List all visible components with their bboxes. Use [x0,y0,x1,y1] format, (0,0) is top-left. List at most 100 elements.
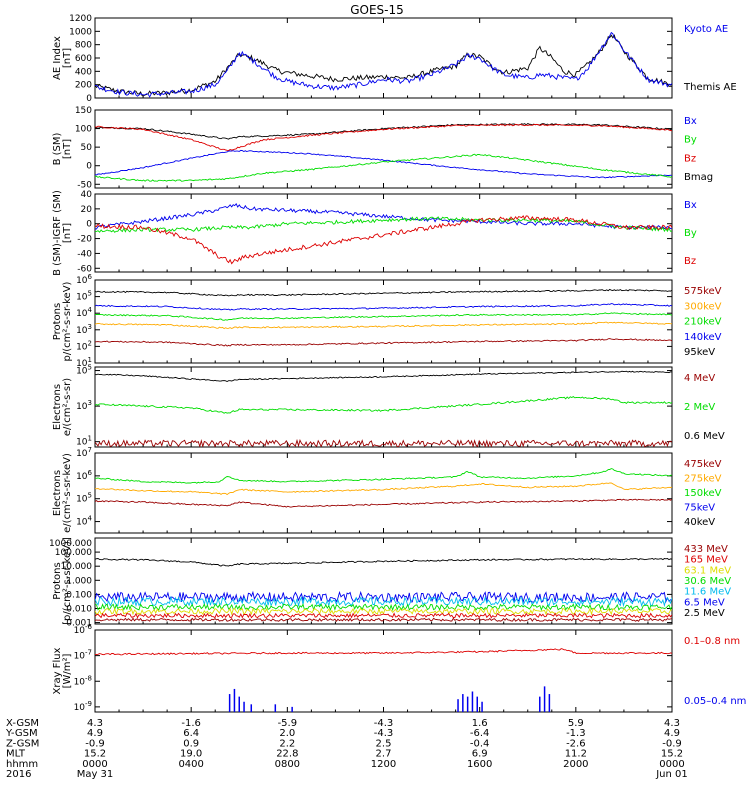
panel-7: 100.000 10.000 1.000 0.100 0.010 0.001 1000.00… [49,537,731,629]
y-tick-label: 1200 [69,14,92,24]
panel-1: 1200 1000 800 600 400 200 0 AE Index [nT] Kyoto A… [52,14,737,104]
y-tick-label: 105 [76,290,92,303]
legend-entry: 0.05–0.4 nm [684,696,746,707]
y-tick-label: 107 [76,446,92,459]
x-column-value: -4.3 [374,728,394,739]
x-row-label: Z-GSM [6,738,39,749]
x-column-value: 4.3 [87,718,103,729]
panel-frame [94,452,673,534]
x-column-value: 0400 [178,759,203,770]
x-column-value: -0.9 [85,738,105,749]
series-line-3 [95,498,672,508]
y-axis-label: [nT] [62,139,73,159]
legend-entry: Bx [684,200,697,211]
legend-entry: 40keV [684,517,715,528]
legend-entry: 150keV [684,488,722,499]
y-tick-label: 105 [76,492,92,505]
series-line-4 [95,153,672,182]
series-group [95,31,672,98]
y-tick-label: 102 [76,339,92,352]
x-column-value: 1200 [371,759,396,770]
y-tick-label: 105 [76,364,92,377]
y-axis-label: Protons [52,562,63,599]
panel-3: 40 20 0 -20 -40 -60 B (SM)-IGRF (SM) [nT] Bx By Bz [52,190,697,276]
series-line-1 [95,468,672,484]
y-axis-label: [W/m²] [62,653,73,688]
legend-entry: 6.5 MeV [684,597,725,608]
y-tick-label: -50 [77,180,92,190]
y-tick-label: 10-9 [74,700,92,713]
y-tick-label: 200 [75,81,92,91]
x-column-value: 4.9 [87,728,103,739]
x-column-value: 0.9 [183,738,199,749]
legend-entry: Bz [684,256,696,267]
series-line-1 [95,202,672,230]
y-tick-label: -40 [77,249,92,259]
legend-entry: 11.6 MeV [684,587,731,598]
series-line-1 [95,648,672,656]
y-tick-label: 100.000 [55,548,92,558]
legend-entry: By [684,228,697,239]
y-axis-label: Xray Flux [52,647,63,694]
y-axis-label: B (SM)-IGRF (SM) [52,190,63,276]
legend-entry: 433 MeV [684,544,728,555]
y-axis-label: [nT] [62,223,73,243]
y-tick-label: 0.100 [66,590,92,600]
series-group [95,370,672,447]
x-column-value: 0800 [275,759,300,770]
panel-5: 105 103 101 Electrons e/(cm²-s-sr) 4 MeV 2 MeV… [52,364,725,448]
panel-4: 106 105 104 103 102 101 Protons p/(cm²-s-sr-keV… [52,273,722,369]
y-tick-label: 10-6 [74,623,93,636]
x-column-value: 0000 [659,759,684,770]
series-group [95,122,672,182]
y-axis-label: Electrons [52,470,63,516]
y-tick-label: 0 [86,162,92,172]
series-line-2 [95,590,672,604]
series-line-3 [95,595,672,608]
y-tick-label: 0 [86,220,92,230]
legend-entry: 575keV [684,286,722,297]
legend-entry: 95keV [684,347,715,358]
panel-6: 107 106 105 104 Electrons e/(cm²-s-sr-keV) 475… [52,446,722,534]
legend-entry: 4 MeV [684,373,715,384]
series-line-1 [95,370,672,383]
y-tick-label: 50 [81,143,93,153]
legend-entry: 0.1–0.8 nm [684,636,740,647]
x-column-value: 2000 [563,759,588,770]
legend-entry: 475keV [684,459,722,470]
y-tick-label: 40 [81,190,93,200]
series-line-1 [95,557,672,567]
series-line-2 [95,396,672,414]
x-column-value: 19.0 [180,749,202,760]
series-line-2 [95,31,672,98]
x-column-value: 2.5 [376,738,392,749]
x-column-value: 4.3 [664,718,680,729]
series-line-1 [95,288,672,297]
legend-entry: Kyoto AE [684,24,728,35]
x-row-label: X-GSM [6,718,39,729]
series-line-2 [95,123,672,152]
y-axis-label: e/(cm²-s-sr-keV) [62,453,73,533]
y-tick-label: 1.000 [66,576,92,586]
y-axis-label: p/(cm²-s-sr-keV) [62,281,73,361]
y-tick-label: 103 [76,323,92,336]
y-axis-label: B (SM) [52,132,63,165]
x-column-value: 15.2 [661,749,683,760]
panel-8: 10-6 10-7 10-8 10-9 Xray Flux [W/m²] 0.1–0.8 n… [52,623,746,713]
legend-entry: By [684,135,697,146]
x-column-value: 0000 [82,759,107,770]
legend-entry: 30.6 MeV [684,576,731,587]
panel-frame [94,109,673,189]
x-row-label: MLT [6,749,26,760]
x-column-value: -5.9 [278,718,298,729]
x-column-value: 6.4 [183,728,199,739]
y-tick-label: 1000 [69,27,92,37]
legend-entry: 140keV [684,332,722,343]
y-tick-label: 600 [75,54,92,64]
y-tick-label: 10.000 [61,562,93,572]
series-line-1 [95,122,672,140]
y-tick-label: 104 [76,306,92,319]
legend-entry: 275keV [684,474,722,485]
series-line-3 [95,149,672,179]
